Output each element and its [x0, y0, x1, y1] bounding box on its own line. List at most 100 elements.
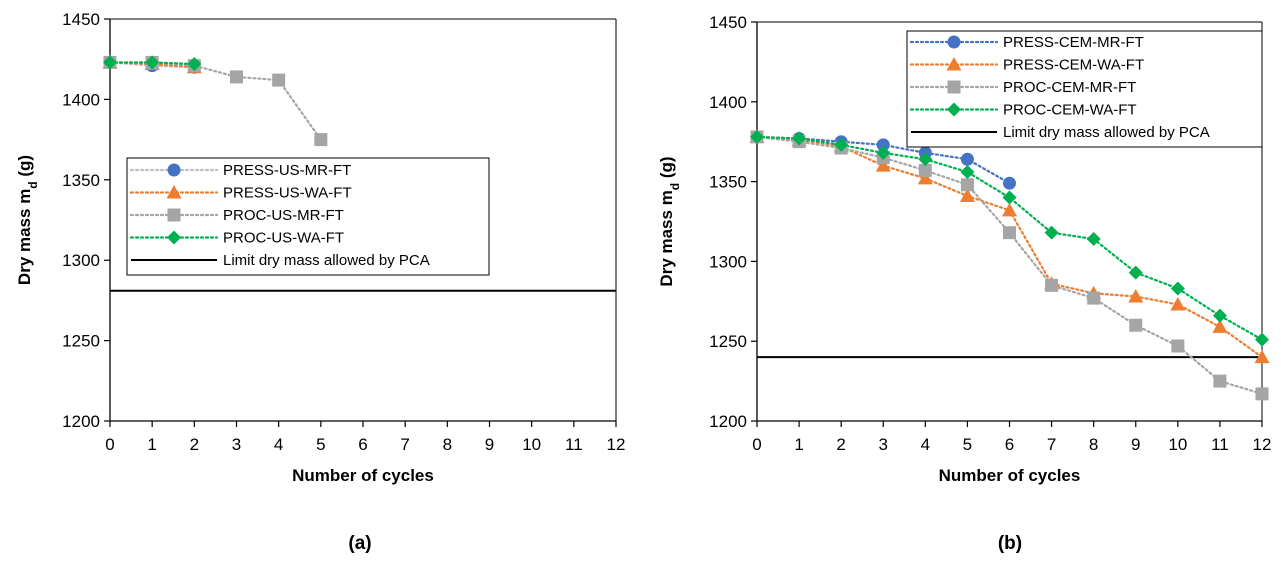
- data-point-proc-cem-mr-ft: [1129, 318, 1143, 332]
- x-tick-label: 10: [1168, 435, 1187, 454]
- x-tick-label: 8: [443, 435, 452, 454]
- x-tick-label: 4: [921, 435, 930, 454]
- x-tick-label: 7: [1047, 435, 1056, 454]
- y-axis-title: Dry mass md (g): [657, 156, 682, 286]
- data-point-press-cem-mr-ft: [876, 138, 890, 152]
- x-axis-title: Number of cycles: [292, 466, 434, 485]
- x-tick-label: 12: [1253, 435, 1272, 454]
- y-tick-label: 1250: [709, 332, 747, 351]
- data-point-press-cem-wa-ft: [1254, 349, 1270, 364]
- y-axis-title-subscript: d: [26, 181, 40, 188]
- data-point-proc-cem-wa-ft: [1002, 190, 1017, 205]
- x-tick-label: 5: [963, 435, 972, 454]
- data-point-press-cem-wa-ft: [1212, 319, 1228, 333]
- data-point-proc-us-mr-ft: [272, 73, 286, 87]
- data-point-proc-us-mr-ft: [314, 133, 328, 147]
- y-axis-title-main: Dry mass m: [657, 190, 676, 286]
- y-tick-label: 1200: [62, 412, 100, 431]
- data-point-press-cem-wa-ft: [1002, 202, 1017, 217]
- legend-swatch-marker: [167, 208, 181, 222]
- legend-swatch-marker: [946, 57, 962, 71]
- x-tick-label: 3: [879, 435, 888, 454]
- data-point-press-cem-wa-ft: [1170, 296, 1186, 311]
- data-point-proc-cem-mr-ft: [1213, 374, 1227, 388]
- legend-label: PRESS-US-MR-FT: [223, 162, 351, 179]
- x-tick-label: 2: [190, 435, 199, 454]
- data-point-press-cem-wa-ft: [959, 188, 975, 202]
- legend-swatch-marker: [166, 185, 182, 199]
- x-tick-label: 3: [232, 435, 241, 454]
- x-tick-label: 1: [147, 435, 156, 454]
- data-point-proc-us-mr-ft: [230, 70, 243, 84]
- y-axis-title-subscript: d: [668, 183, 682, 190]
- x-tick-label: 10: [522, 435, 541, 454]
- data-point-proc-cem-wa-ft: [918, 152, 933, 167]
- data-point-proc-us-wa-ft: [103, 55, 117, 70]
- legend-label: PRESS-CEM-MR-FT: [1003, 34, 1144, 51]
- data-point-proc-cem-mr-ft: [1045, 278, 1059, 292]
- y-tick-label: 1350: [62, 171, 100, 190]
- x-tick-label: 12: [607, 435, 626, 454]
- legend-label: PROC-US-WA-FT: [223, 230, 344, 247]
- legend-swatch-marker: [947, 35, 961, 49]
- x-tick-label: 9: [485, 435, 494, 454]
- legend-label: PROC-US-MR-FT: [223, 207, 344, 224]
- y-axis-title-unit: (g): [15, 155, 34, 181]
- panel-label: (b): [998, 533, 1022, 554]
- data-point-proc-cem-wa-ft: [960, 165, 975, 180]
- y-axis-title: Dry mass md (g): [15, 155, 40, 285]
- data-point-proc-cem-mr-ft: [1171, 339, 1185, 353]
- data-point-press-cem-wa-ft: [875, 158, 891, 172]
- x-tick-label: 0: [752, 435, 761, 454]
- legend-swatch-marker: [947, 102, 961, 117]
- legend-label: PROC-CEM-WA-FT: [1003, 102, 1137, 119]
- x-tick-label: 11: [1211, 435, 1229, 454]
- data-point-press-cem-wa-ft: [1128, 289, 1144, 303]
- data-point-proc-cem-wa-ft: [876, 145, 891, 160]
- legend-label: Limit dry mass allowed by PCA: [223, 252, 430, 269]
- data-point-proc-cem-wa-ft: [750, 129, 764, 144]
- data-point-press-cem-wa-ft: [917, 170, 933, 185]
- data-point-proc-cem-wa-ft: [1170, 281, 1185, 296]
- legend: PRESS-US-MR-FT PRESS-US-WA-FT PROC-US-MR-F…: [126, 157, 490, 276]
- y-tick-label: 1450: [709, 13, 747, 32]
- series-line-proc-cem-mr-ft: [755, 135, 1264, 395]
- data-point-proc-cem-wa-ft: [1086, 232, 1101, 247]
- y-tick-label: 1350: [709, 173, 747, 192]
- x-tick-label: 0: [105, 435, 114, 454]
- x-axis-title: Number of cycles: [939, 466, 1081, 485]
- series-line-press-cem-wa-ft: [755, 135, 1264, 359]
- data-point-proc-cem-wa-ft: [1212, 308, 1227, 323]
- data-point-proc-cem-wa-ft: [1044, 225, 1059, 240]
- x-tick-label: 9: [1131, 435, 1140, 454]
- y-axis-title-main: Dry mass m: [15, 189, 34, 285]
- legend-swatch-marker: [167, 163, 181, 177]
- panel-label: (a): [348, 533, 371, 554]
- x-tick-label: 1: [794, 435, 803, 454]
- y-axis-title-unit: (g): [657, 156, 676, 182]
- legend-swatch-marker: [167, 230, 181, 245]
- data-point-press-cem-mr-ft: [1003, 176, 1016, 190]
- legend-label: Limit dry mass allowed by PCA: [1003, 124, 1210, 141]
- legend-box: [126, 157, 490, 276]
- data-point-proc-cem-wa-ft: [834, 137, 849, 152]
- legend: PRESS-CEM-MR-FT PRESS-CEM-WA-FT PROC-CEM-M…: [906, 30, 1263, 148]
- data-point-proc-cem-mr-ft: [918, 163, 932, 177]
- data-point-proc-cem-wa-ft: [1128, 265, 1143, 280]
- data-point-proc-cem-wa-ft: [1255, 332, 1269, 347]
- x-tick-label: 11: [565, 435, 583, 454]
- series-line-proc-us-mr-ft: [108, 61, 322, 141]
- x-tick-label: 2: [836, 435, 845, 454]
- y-tick-label: 1200: [709, 412, 747, 431]
- x-tick-label: 6: [358, 435, 367, 454]
- x-tick-label: 4: [274, 435, 283, 454]
- data-point-proc-cem-wa-ft: [792, 131, 807, 146]
- y-tick-label: 1450: [62, 10, 100, 29]
- data-point-proc-us-wa-ft: [187, 57, 202, 72]
- data-point-proc-cem-mr-ft: [960, 178, 974, 192]
- data-point-proc-us-wa-ft: [145, 55, 160, 70]
